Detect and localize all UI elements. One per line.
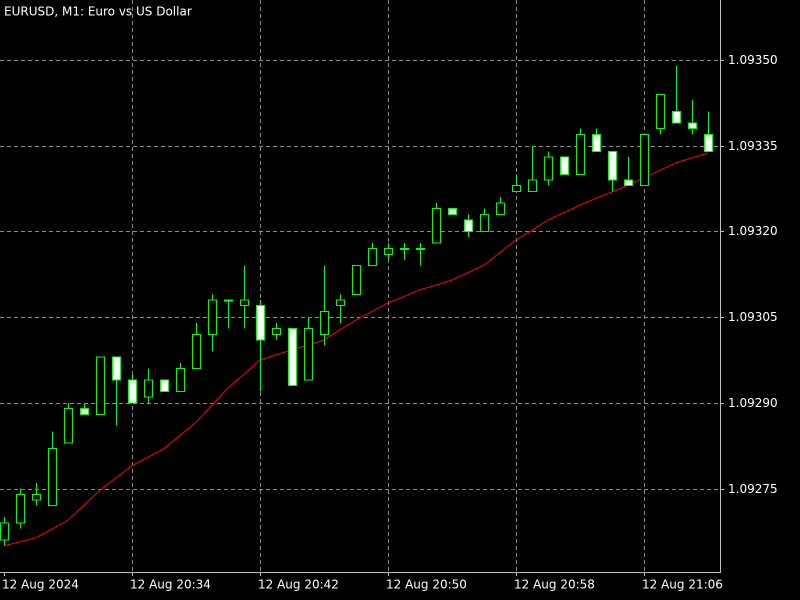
candle-body	[400, 248, 409, 251]
candle-body	[288, 328, 297, 387]
x-tick-label: 12 Aug 2024	[2, 578, 79, 592]
candle-body	[688, 122, 697, 130]
candle-body	[112, 356, 121, 381]
candle-body	[656, 93, 665, 130]
y-tick-label: 1.09275	[728, 482, 778, 496]
candle-body	[544, 156, 553, 181]
candle-body	[576, 133, 585, 175]
y-tick-label: 1.09350	[728, 53, 778, 67]
x-tick-label: 12 Aug 20:50	[386, 578, 467, 592]
x-tick-label: 12 Aug 21:06	[642, 578, 723, 592]
x-tick-label: 12 Aug 20:34	[130, 578, 211, 592]
y-tick-label: 1.09290	[728, 396, 778, 410]
candle-body	[304, 328, 313, 381]
candle-body	[128, 379, 137, 404]
candle-body	[0, 522, 9, 541]
candle-body	[352, 265, 361, 295]
candle-body	[192, 333, 201, 370]
candle-body	[464, 219, 473, 232]
candle-body	[512, 185, 521, 192]
y-tick-label: 1.09335	[728, 139, 778, 153]
candle-body	[496, 202, 505, 215]
candle-body	[384, 248, 393, 255]
y-tick-label: 1.09320	[728, 224, 778, 238]
candle-body	[416, 248, 425, 251]
candle-body	[160, 379, 169, 392]
candle-body	[256, 305, 265, 341]
candle-body	[448, 208, 457, 215]
candle-body	[224, 299, 233, 302]
candle-body	[48, 448, 57, 507]
x-tick-label: 12 Aug 20:42	[258, 578, 339, 592]
candle-body	[64, 408, 73, 444]
candle-body	[176, 368, 185, 392]
candle-body	[704, 133, 713, 152]
candle-body	[528, 179, 537, 192]
candle-body	[208, 299, 217, 335]
chart-title: EURUSD, M1: Euro vs US Dollar	[4, 5, 192, 19]
candle-body	[432, 208, 441, 244]
candle-body	[624, 179, 633, 187]
moving-average	[3, 152, 709, 547]
x-tick-label: 12 Aug 20:58	[514, 578, 595, 592]
candle-body	[608, 150, 617, 181]
candle-body	[144, 379, 153, 398]
candle-body	[80, 408, 89, 415]
candle-body	[368, 248, 377, 267]
candle-body	[240, 299, 249, 307]
candle-body	[640, 133, 649, 187]
candle-body	[592, 133, 601, 152]
candle-body	[480, 213, 489, 232]
candle-body	[96, 356, 105, 415]
candle-body	[672, 110, 681, 124]
candle-body	[560, 156, 569, 175]
candle-body	[336, 299, 345, 307]
candle-body	[16, 493, 25, 524]
y-tick-label: 1.09305	[728, 310, 778, 324]
candle-body	[320, 310, 329, 335]
candle-body	[32, 493, 41, 501]
candle-body	[272, 328, 281, 335]
